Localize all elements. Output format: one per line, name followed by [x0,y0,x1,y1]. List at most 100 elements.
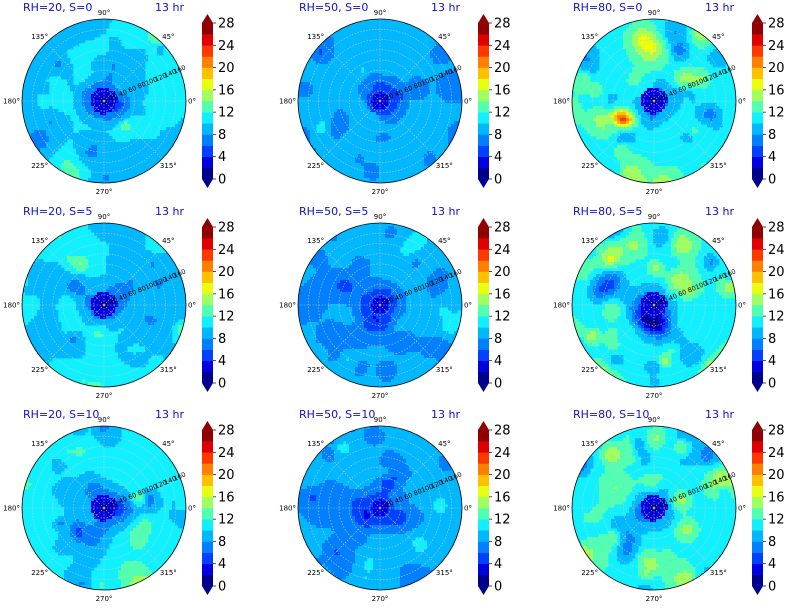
field-cell [587,61,591,65]
field-cell [358,34,362,38]
field-cell [376,58,380,62]
field-cell [328,145,332,149]
field-cell [454,94,458,98]
field-cell [61,52,65,56]
field-cell [424,61,428,65]
field-cell [298,88,302,92]
field-cell [49,124,53,128]
field-cell [364,52,368,56]
field-cell [58,49,62,53]
field-cell [394,166,398,170]
field-cell [67,64,71,68]
field-cell [394,85,398,89]
field-cell [665,34,669,38]
field-cell [382,97,386,101]
field-cell [394,169,398,173]
field-cell [130,175,134,179]
field-cell [103,169,107,173]
field-cell [58,40,62,44]
field-cell [424,115,428,119]
field-cell [683,37,687,41]
field-cell [647,64,651,68]
field-cell [334,145,338,149]
field-cell [40,55,44,59]
field-cell [49,112,53,116]
field-cell [656,40,660,44]
field-cell [355,139,359,143]
field-cell [337,82,341,86]
field-cell [355,169,359,173]
field-cell [319,151,323,155]
angle-tick-label: 225° [307,162,324,170]
field-cell [358,166,362,170]
field-cell [665,55,669,59]
field-cell [109,70,113,74]
field-cell [139,139,143,143]
field-cell [28,82,32,86]
field-cell [85,85,89,89]
field-cell [442,76,446,80]
field-cell [680,100,684,104]
field-cell [403,91,407,95]
field-cell [313,58,317,62]
field-cell [328,94,332,98]
field-cell [142,163,146,167]
field-cell [713,106,717,110]
field-cell [106,124,110,128]
field-cell [430,106,434,110]
field-cell [34,97,38,101]
field-cell [442,109,446,113]
colorbar-segment [478,101,489,113]
field-cell [433,76,437,80]
field-cell [683,52,687,56]
field-cell [139,52,143,56]
field-cell [313,97,317,101]
field-cell [127,76,131,80]
field-cell [121,118,125,122]
colorbar-segment [478,145,489,158]
field-cell [25,76,29,80]
field-cell [692,37,696,41]
field-cell [644,25,648,29]
field-cell [142,91,146,95]
field-cell [70,82,74,86]
field-cell [415,130,419,134]
field-cell [638,109,642,113]
field-cell [430,136,434,140]
field-cell [674,52,678,56]
field-cell [133,172,137,176]
field-cell [103,85,107,89]
field-cell [31,139,35,143]
field-cell [418,106,422,110]
field-cell [379,58,383,62]
field-cell [106,127,110,131]
field-cell [442,88,446,92]
field-cell [382,61,386,65]
field-cell [719,64,723,68]
field-cell [340,103,344,107]
field-cell [361,34,365,38]
field-cell [169,151,173,155]
field-cell [100,136,104,140]
field-cell [581,79,585,83]
field-cell [653,94,657,98]
field-cell [148,139,152,143]
field-cell [638,34,642,38]
field-cell [130,160,134,164]
field-cell [334,76,338,80]
field-cell [340,109,344,113]
field-cell [412,31,416,35]
field-cell [680,58,684,62]
field-cell [22,106,26,110]
field-cell [418,163,422,167]
field-cell [587,58,591,62]
field-cell [100,85,104,89]
field-cell [668,100,672,104]
field-cell [379,181,383,183]
field-cell [394,76,398,80]
field-cell [124,76,128,80]
field-cell [596,64,600,68]
field-cell [97,139,101,143]
field-cell [346,46,350,50]
field-cell [430,85,434,89]
